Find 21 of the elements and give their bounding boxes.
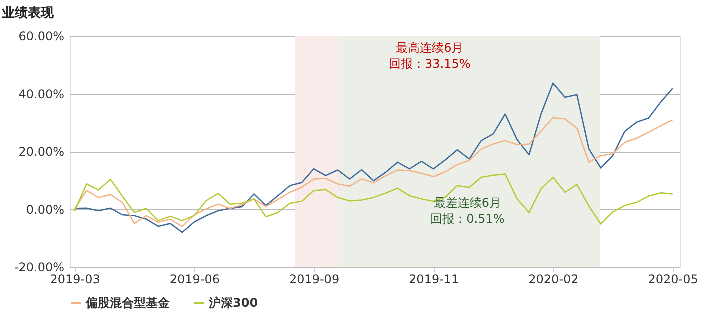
x-tick-label: 2019-03	[50, 272, 100, 286]
annotation: 最高连续6月	[396, 41, 464, 55]
legend-label: 偏股混合型基金	[85, 296, 171, 310]
y-tick-label: 20.00%	[18, 145, 64, 159]
y-tick-label: 0.00%	[26, 202, 64, 217]
annotation: 最差连续6月	[434, 196, 502, 210]
annotation: 回报：0.51%	[430, 212, 505, 226]
line-series	[74, 117, 674, 228]
line-series	[74, 82, 674, 234]
annotation: 回报：33.15%	[389, 57, 471, 71]
x-tick-label: 2020-05	[648, 272, 698, 286]
line-series	[74, 174, 674, 225]
x-tick-label: 2019-11	[409, 272, 460, 286]
x-tick-label: 2019-09	[289, 272, 340, 286]
x-tick-label: 2019-06	[170, 272, 220, 286]
x-tick-label: 2020-02	[528, 272, 579, 286]
chart-title: 业绩表现	[1, 6, 55, 21]
y-tick-label: 60.00%	[18, 30, 64, 44]
y-tick-label: -20.00%	[14, 260, 64, 274]
legend-label: 沪深300	[208, 296, 258, 310]
y-tick-label: 40.00%	[18, 87, 64, 102]
